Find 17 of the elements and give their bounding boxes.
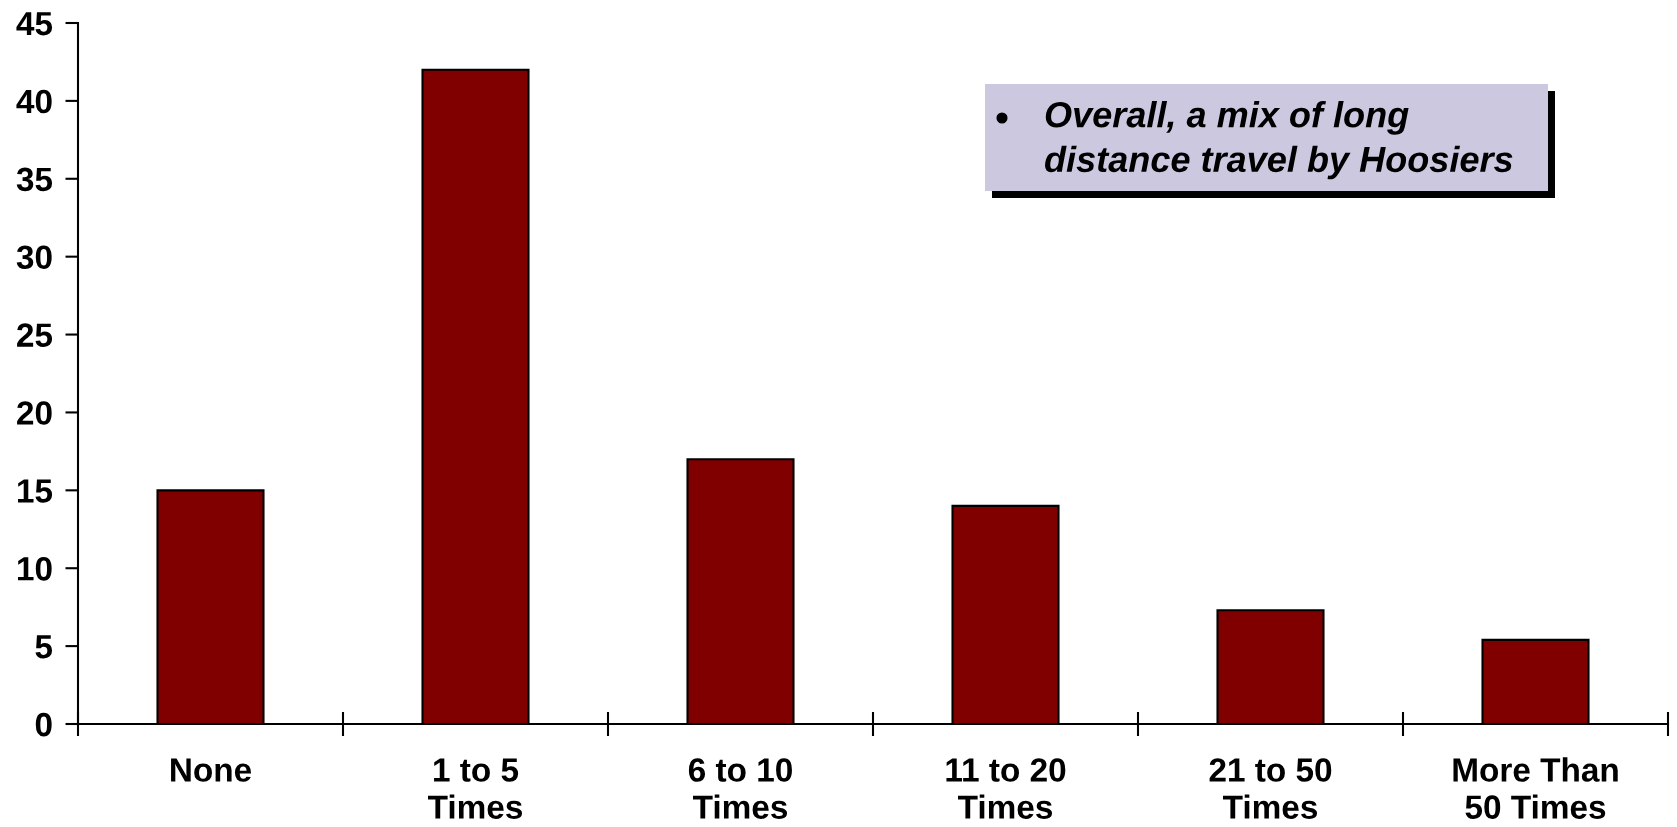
y-tick-label: 20 (17, 401, 52, 425)
y-tick-label: 5 (35, 635, 53, 659)
x-tick-label: More Than 50 Times (1453, 757, 1618, 819)
y-tick-label: 15 (18, 479, 53, 503)
x-tick-label: 6 to 10 Times (688, 758, 792, 819)
y-tick-label: 35 (16, 167, 53, 192)
x-tick-label: 11 to 20 Times (946, 758, 1066, 819)
y-tick-label: 30 (16, 245, 52, 270)
y-tick-label: 0 (35, 712, 52, 737)
x-tick-label: 21 to 50 Times (1209, 758, 1332, 819)
y-tick-label: 10 (18, 557, 52, 581)
annotation: Overall, a mix of long distance travel by Hoosiers (1045, 101, 1513, 180)
x-tick-label: 1 to 5 Times (428, 758, 523, 819)
y-tick-label: 25 (17, 323, 53, 347)
y-tick-label: 45 (16, 12, 53, 36)
y-tick-label: 40 (16, 89, 52, 114)
x-tick-label: None (171, 758, 252, 782)
